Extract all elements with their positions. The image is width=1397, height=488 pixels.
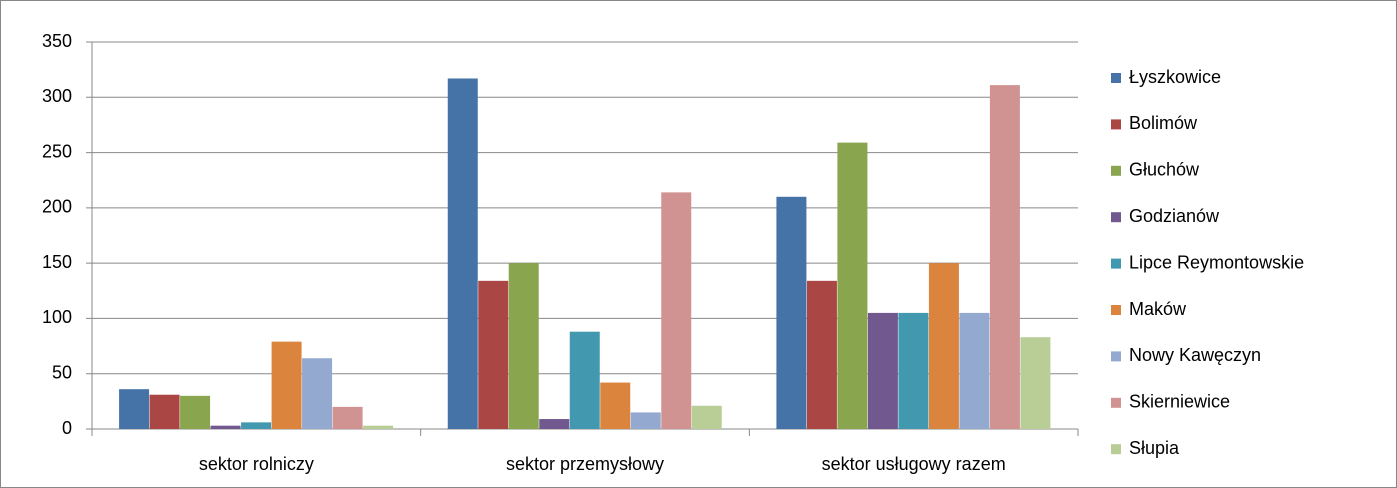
legend-swatch <box>1111 305 1121 315</box>
bar <box>959 312 990 429</box>
y-tick-label: 150 <box>42 252 72 272</box>
y-tick-label: 300 <box>42 86 72 106</box>
bar <box>569 331 600 429</box>
bar <box>898 312 929 429</box>
bar <box>447 78 478 429</box>
y-tick-label: 200 <box>42 197 72 217</box>
bar <box>180 395 211 429</box>
bar <box>210 425 241 429</box>
legend-swatch <box>1111 351 1121 362</box>
x-tick-label: sektor przemysłowy <box>506 454 664 474</box>
bar <box>837 142 868 429</box>
bar <box>271 341 302 429</box>
y-tick-label: 250 <box>42 141 72 161</box>
legend-swatch <box>1111 119 1121 130</box>
legend-label: Bolimów <box>1129 113 1198 133</box>
bar <box>119 389 150 429</box>
y-tick-label: 100 <box>42 307 72 327</box>
bar <box>363 425 394 429</box>
legend-label: Lipce Reymontowskie <box>1129 252 1304 272</box>
y-tick-label: 0 <box>62 418 72 438</box>
y-tick-label: 50 <box>52 362 72 382</box>
bar <box>539 419 570 429</box>
bar <box>302 358 333 429</box>
y-tick-label: 350 <box>42 31 72 51</box>
bar <box>867 312 898 429</box>
bar <box>478 280 509 429</box>
legend-label: Głuchów <box>1129 160 1200 180</box>
legend-label: Łyszkowice <box>1129 67 1221 87</box>
bar <box>989 85 1020 429</box>
bar <box>508 263 539 429</box>
bar <box>691 405 722 429</box>
legend-swatch <box>1111 73 1121 83</box>
bar <box>776 196 807 429</box>
x-tick-label: sektor rolniczy <box>199 454 314 474</box>
legend-label: Maków <box>1129 299 1187 319</box>
legend-label: Nowy Kawęczyn <box>1129 345 1261 365</box>
bar <box>806 280 837 429</box>
bar <box>630 412 661 429</box>
legend-swatch <box>1111 212 1121 223</box>
bar <box>149 394 180 429</box>
bar <box>928 263 959 429</box>
legend-swatch <box>1111 258 1121 269</box>
bar <box>332 406 363 429</box>
bar <box>1020 337 1051 429</box>
x-tick-label: sektor usługowy razem <box>822 454 1006 474</box>
bar <box>661 192 692 429</box>
bar <box>241 422 272 429</box>
legend-swatch <box>1111 397 1121 408</box>
legend-swatch <box>1111 444 1121 455</box>
legend-swatch <box>1111 165 1121 176</box>
legend-label: Słupia <box>1129 438 1180 458</box>
legend-label: Skierniewice <box>1129 392 1230 412</box>
bar <box>600 382 631 429</box>
legend-label: Godzianów <box>1129 206 1220 226</box>
